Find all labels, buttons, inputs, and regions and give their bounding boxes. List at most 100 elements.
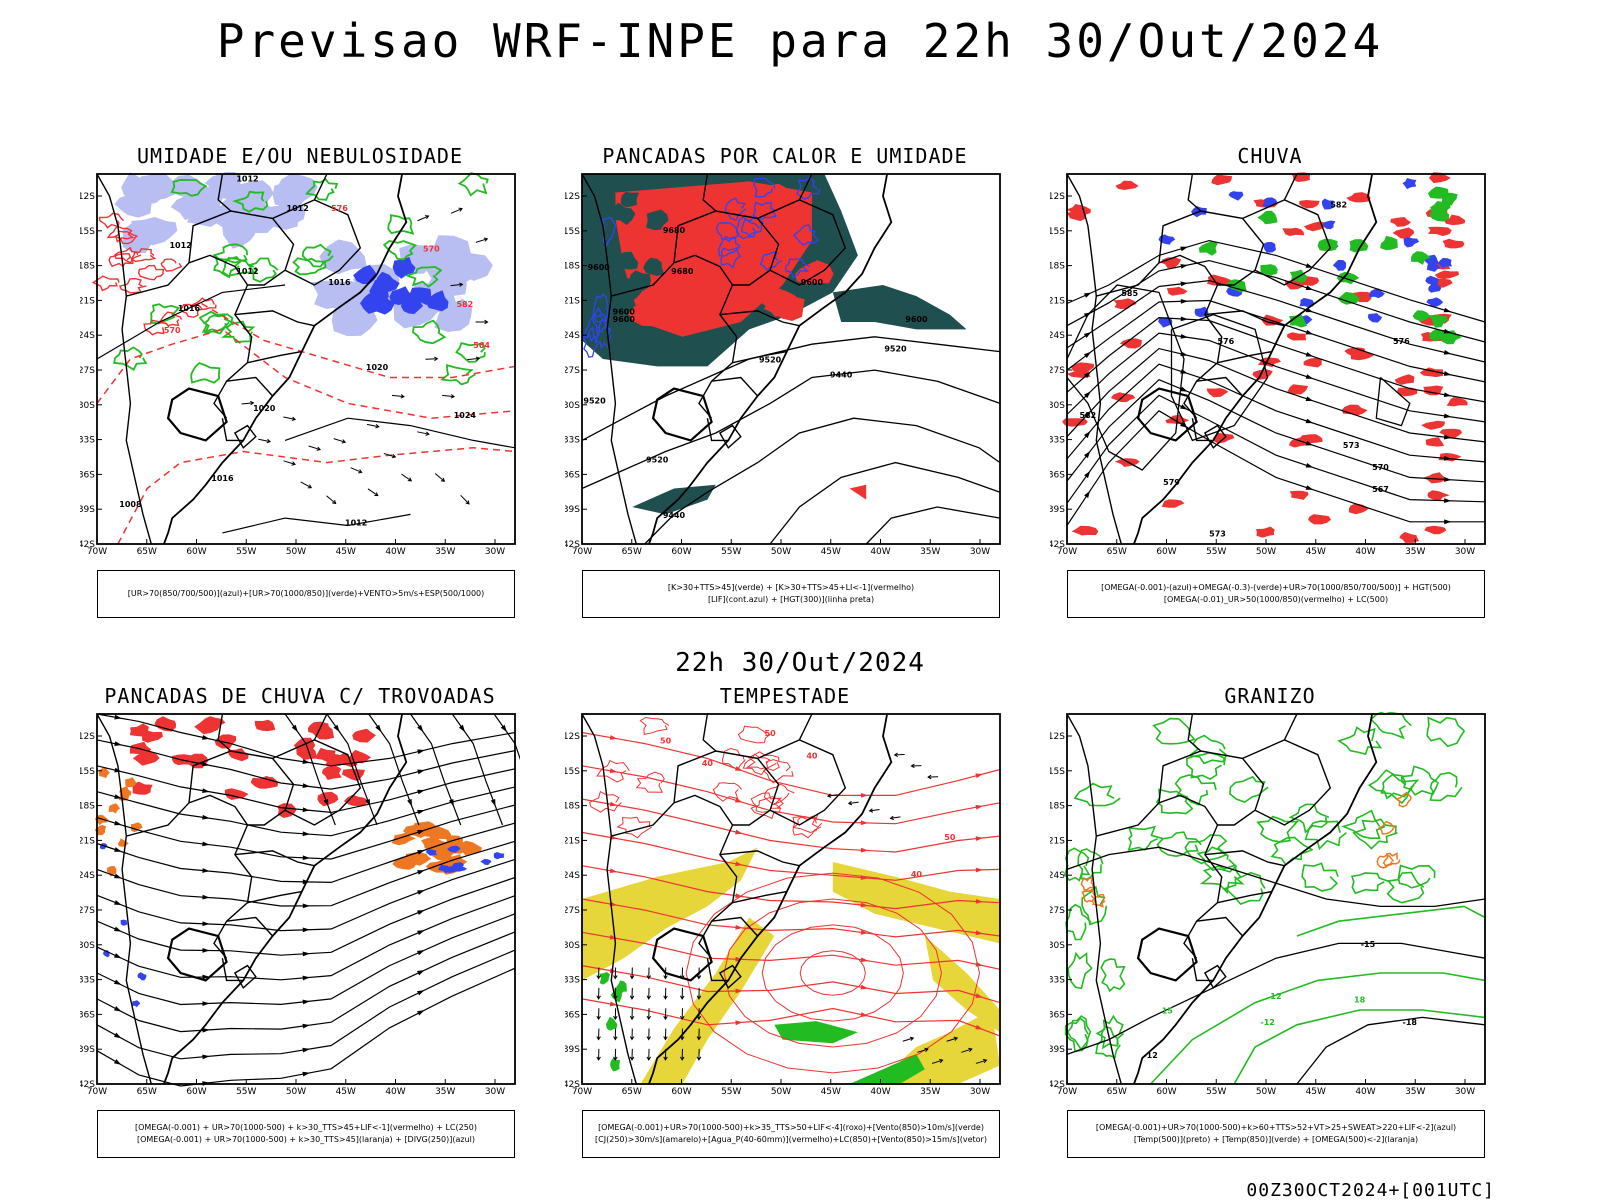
streamline-arrow xyxy=(417,770,425,775)
map-umidade: 1012101210121012101610161020102010241016… xyxy=(80,172,520,572)
streamline-arrow xyxy=(735,766,743,771)
streamline-arrow xyxy=(975,774,983,779)
rio-grande-do-sul-outline xyxy=(1138,929,1197,981)
lon-label: 30W xyxy=(485,1087,505,1097)
thunderstorm-red-area xyxy=(133,752,160,766)
rain-red-area xyxy=(1287,332,1306,340)
streamline-arrow xyxy=(114,821,122,826)
streamline-arrow xyxy=(1444,519,1451,524)
thunderstorm-red-area xyxy=(322,766,342,781)
streamline xyxy=(369,714,419,825)
lon-label: 45W xyxy=(336,547,356,557)
state-border xyxy=(703,714,716,751)
contour-line xyxy=(1430,773,1462,801)
contour-label: 1012 xyxy=(345,519,367,528)
streamline-arrow xyxy=(1306,352,1314,357)
contour-label: 582 xyxy=(456,300,473,309)
rain-red-area xyxy=(1342,405,1368,416)
streamline-arrow xyxy=(1084,491,1090,498)
streamline-arrow xyxy=(861,957,868,962)
lat-label: 27S xyxy=(565,366,580,376)
lon-label: 60W xyxy=(186,1087,206,1097)
contour-label: 9520 xyxy=(646,456,669,465)
state-border xyxy=(126,795,251,958)
lon-label: 60W xyxy=(671,547,691,557)
lat-label: 12S xyxy=(1050,192,1065,202)
streamline xyxy=(97,766,515,813)
streamline xyxy=(1067,395,1485,503)
thickness-contour xyxy=(118,448,515,544)
contour-label: 582 xyxy=(1080,411,1097,420)
lat-label: 15S xyxy=(565,767,580,777)
height-contour xyxy=(645,418,1000,544)
lon-label: 55W xyxy=(236,547,256,557)
streamline-arrow xyxy=(1444,414,1451,419)
lon-label: 55W xyxy=(1206,1087,1226,1097)
streamline-arrow xyxy=(303,783,310,788)
lat-label: 33S xyxy=(1050,976,1065,986)
streamline-arrow xyxy=(334,725,340,732)
lon-label: 65W xyxy=(622,1087,642,1097)
state-border xyxy=(1284,174,1297,200)
thunderstorm-red-area xyxy=(154,716,176,731)
lat-label: 24S xyxy=(565,331,580,341)
contour-line xyxy=(1075,784,1120,806)
contour-label: 9520 xyxy=(759,356,782,365)
thunderstorm-red-area xyxy=(255,720,276,731)
streamline-arrow xyxy=(292,725,298,732)
lat-label: 21S xyxy=(1050,296,1065,306)
streamline-arrow xyxy=(976,836,983,841)
streamline-arrow xyxy=(1084,471,1090,478)
lon-label: 35W xyxy=(1405,1087,1425,1097)
streamline-arrow xyxy=(202,1001,209,1006)
contour-label: -15 xyxy=(1361,940,1376,949)
contour-label: 1012 xyxy=(169,241,191,250)
contour-line xyxy=(1082,878,1095,890)
state-border xyxy=(248,352,302,363)
lat-label: 12S xyxy=(565,732,580,742)
lon-label: 45W xyxy=(821,547,841,557)
streamline-arrow xyxy=(1180,369,1188,374)
contour-line xyxy=(460,173,488,195)
contour-line xyxy=(442,365,475,384)
contour-label: 50 xyxy=(765,729,777,738)
rain-blue-area xyxy=(1263,242,1276,253)
streamline-arrow xyxy=(303,1000,310,1005)
streamline-arrow xyxy=(202,735,210,740)
contour-label: 564 xyxy=(473,341,490,350)
divergence-blue-area xyxy=(480,859,491,865)
contour-label: 9440 xyxy=(830,371,853,380)
pressure-contour xyxy=(222,514,410,533)
streamline-arrow xyxy=(1444,350,1452,355)
rain-green-area xyxy=(1430,314,1448,327)
lon-label: 70W xyxy=(1057,547,1077,557)
contour-line xyxy=(748,752,780,771)
streamline xyxy=(452,714,502,825)
rain-red-area xyxy=(1421,421,1445,430)
contour-line xyxy=(1082,890,1094,902)
streamline-arrow xyxy=(861,848,868,853)
legend-box: [OMEGA(-0.001)-(azul)+OMEGA(-0.3)-(verde… xyxy=(1067,570,1485,618)
lat-label: 30S xyxy=(80,401,95,411)
instability-red-area xyxy=(850,485,867,500)
lat-label: 12S xyxy=(565,192,580,202)
thunderstorm-red-area xyxy=(352,729,376,743)
contour-label: 9600 xyxy=(588,263,611,272)
lat-label: 24S xyxy=(1050,331,1065,341)
lon-label: 50W xyxy=(771,547,791,557)
streamline-arrow xyxy=(417,1010,425,1015)
rain-red-area xyxy=(1308,514,1331,524)
lat-label: 12S xyxy=(80,192,95,202)
instability-green-area xyxy=(632,485,716,515)
lat-label: 36S xyxy=(1050,470,1065,480)
contour-line xyxy=(1371,712,1411,738)
lat-label: 12S xyxy=(80,732,95,742)
contour-label: 40 xyxy=(702,759,714,768)
lat-label: 27S xyxy=(80,366,95,376)
lat-label: 24S xyxy=(80,331,95,341)
east-coastline xyxy=(1134,174,1376,544)
